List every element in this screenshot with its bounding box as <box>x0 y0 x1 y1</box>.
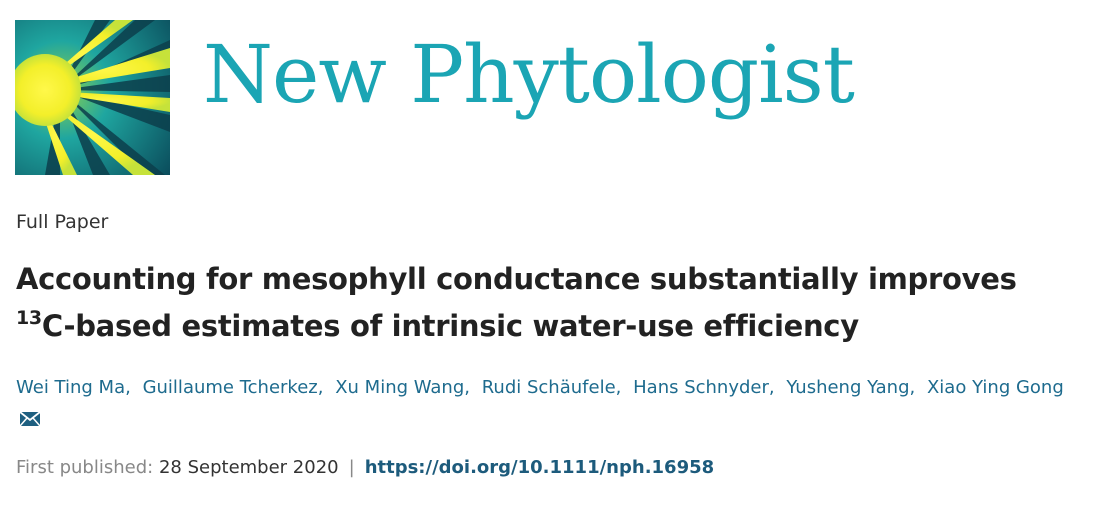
doi-link[interactable]: https://doi.org/10.1111/nph.16958 <box>364 457 715 478</box>
title-rest: C-based estimates of intrinsic water-use… <box>41 309 859 343</box>
author-separator: , <box>464 377 470 398</box>
publication-info: First published: 28 September 2020 | https… <box>16 457 714 478</box>
author-separator: , <box>615 377 622 398</box>
journal-logo <box>15 20 170 175</box>
published-date: 28 September 2020 <box>158 457 339 478</box>
title-main: Accounting for mesophyll conductance sub… <box>16 262 1017 296</box>
separator: | <box>348 457 355 478</box>
author-name[interactable]: Xu Ming Wang <box>335 377 465 398</box>
author-separator: , <box>909 377 916 398</box>
author-name[interactable]: Rudi Schäufele <box>481 377 616 398</box>
author-name[interactable]: Guillaume Tcherkez <box>142 377 318 398</box>
article-type: Full Paper <box>16 211 109 233</box>
author-name[interactable]: Hans Schnyder <box>633 377 769 398</box>
author-name[interactable]: Xiao Ying Gong <box>926 377 1064 398</box>
author-list: Wei Ting Ma, Guillaume Tcherkez, Xu Ming… <box>16 372 1088 436</box>
journal-name: New Phytologist <box>203 28 855 121</box>
email-icon[interactable] <box>19 411 41 427</box>
author-separator: , <box>125 377 131 398</box>
article-title: Accounting for mesophyll conductance sub… <box>16 256 1086 350</box>
title-superscript: 13 <box>16 307 42 329</box>
author-separator: , <box>768 377 775 398</box>
author-name[interactable]: Wei Ting Ma <box>16 377 126 398</box>
author-name[interactable]: Yusheng Yang <box>786 377 910 398</box>
published-label: First published: <box>16 457 154 478</box>
author-separator: , <box>317 377 324 398</box>
